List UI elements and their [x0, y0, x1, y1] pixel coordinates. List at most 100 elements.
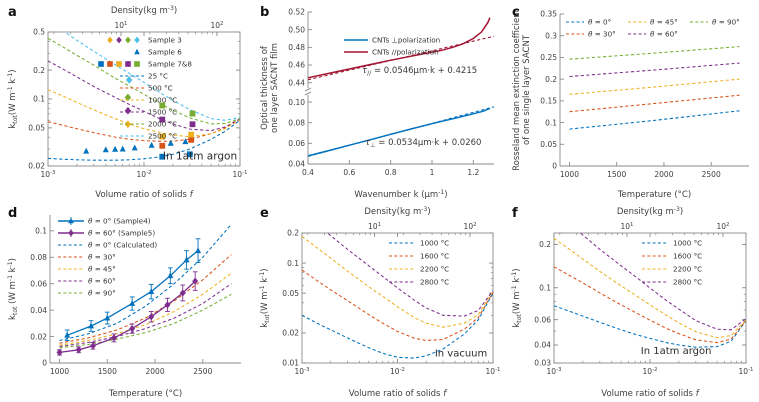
svg-text:0.04: 0.04 — [288, 160, 305, 169]
svg-text:θ = 60° (Sample5): θ = 60° (Sample5) — [88, 229, 155, 238]
svg-text:0.52: 0.52 — [288, 8, 305, 17]
svg-text:Volume ratio of solids f: Volume ratio of solids f — [95, 190, 194, 200]
panel-f-chart: 10-3 10-2 10-1 101 102 Density(kg m-3) 0.03 0.0… — [511, 206, 754, 399]
svg-text:101: 101 — [620, 222, 633, 231]
svg-text:1500: 1500 — [607, 170, 626, 179]
svg-text:0.25: 0.25 — [540, 53, 557, 62]
svg-text:0.06: 0.06 — [534, 315, 551, 324]
svg-text:Rosseland mean extinction coef: Rosseland mean extinction coefficient — [512, 8, 522, 170]
svg-text:ktot(W m-1 k-1): ktot(W m-1 k-1) — [259, 268, 271, 327]
svg-text:10-1: 10-1 — [739, 367, 754, 376]
svg-text:θ = 30°: θ = 30° — [588, 30, 616, 39]
svg-text:10-3: 10-3 — [547, 367, 562, 376]
svg-text:10-3: 10-3 — [41, 170, 56, 179]
svg-text:500 °C: 500 °C — [148, 84, 173, 93]
svg-text:Temperature (°C): Temperature (°C) — [617, 190, 691, 200]
panel-c: c 1000 1500 2000 2500 0 0.05 0.1 0.15 0.2 0.25 0.3… — [510, 2, 759, 201]
svg-text:10-2: 10-2 — [643, 367, 658, 376]
svg-text:0.2: 0.2 — [545, 75, 557, 84]
panel-f: f 10-3 10-2 10-1 101 102 Density(kg m-3) 0.03 0… — [510, 203, 759, 400]
svg-text:0.1: 0.1 — [287, 259, 299, 268]
svg-text:1600 °C: 1600 °C — [420, 252, 449, 261]
svg-text:10-1: 10-1 — [233, 170, 248, 179]
svg-text:0.2: 0.2 — [287, 229, 299, 238]
svg-text:2000: 2000 — [146, 367, 165, 376]
svg-text:θ = 0° (Sample4): θ = 0° (Sample4) — [88, 217, 151, 226]
svg-text:1: 1 — [430, 168, 435, 177]
panel-d: d 1000 1500 2000 2500 0 0.02 0.04 0.06 0.08 0.1 Te… — [6, 203, 253, 400]
svg-text:0.04: 0.04 — [30, 306, 47, 315]
svg-text:0.1: 0.1 — [545, 118, 557, 127]
svg-text:2500: 2500 — [193, 367, 212, 376]
svg-text:0.46: 0.46 — [288, 61, 305, 70]
svg-text:2800 °C: 2800 °C — [420, 278, 449, 287]
svg-text:102: 102 — [464, 222, 477, 231]
svg-text:1000 °C: 1000 °C — [420, 239, 449, 248]
svg-text:2000: 2000 — [654, 170, 673, 179]
svg-text:2500 °C: 2500 °C — [148, 132, 177, 141]
svg-text:In vacuum: In vacuum — [435, 349, 487, 360]
svg-text:0.03: 0.03 — [534, 359, 551, 368]
svg-text:2800 °C: 2800 °C — [673, 278, 702, 287]
svg-text:θ = 90°: θ = 90° — [88, 289, 116, 298]
panel-b: b 0.4 0.6 0.8 1 1.2 0.04 0.06 0.08 0.10 0.44 0.46 0… — [258, 2, 506, 201]
svg-text:0.5: 0.5 — [33, 28, 45, 37]
panel-a-letter: a — [8, 5, 17, 20]
svg-text:1000: 1000 — [50, 367, 69, 376]
svg-text:Density(kg m-3): Density(kg m-3) — [111, 5, 177, 16]
svg-text:0.3: 0.3 — [545, 31, 557, 40]
svg-text:0.02: 0.02 — [28, 162, 45, 171]
panel-b-letter: b — [260, 5, 270, 20]
svg-text:0.6: 0.6 — [343, 168, 355, 177]
svg-text:θ = 30°: θ = 30° — [88, 253, 116, 262]
svg-text:θ = 45°: θ = 45° — [88, 265, 116, 274]
svg-text:Sample 6: Sample 6 — [148, 48, 182, 57]
svg-text:0.1: 0.1 — [539, 283, 551, 292]
panel-f-letter: f — [512, 206, 518, 221]
svg-text:0.02: 0.02 — [30, 332, 47, 341]
svg-text:ktot (W m-1 k-1): ktot (W m-1 k-1) — [7, 258, 19, 320]
svg-text:1500: 1500 — [98, 367, 117, 376]
panel-a: a 10-3 10-2 10-1 101 102 Density(kg m-3) 0.02 0… — [6, 2, 253, 201]
svg-text:Density(kg m-3): Density(kg m-3) — [617, 206, 683, 217]
svg-text:τ// = 0.0546μm·k + 0.4215: τ// = 0.0546μm·k + 0.4215 — [362, 66, 477, 77]
svg-text:0.35: 0.35 — [540, 10, 557, 19]
svg-text:1.2: 1.2 — [467, 168, 479, 177]
svg-text:101: 101 — [368, 222, 381, 231]
svg-text:θ = 60°: θ = 60° — [88, 277, 116, 286]
svg-text:2500: 2500 — [702, 170, 721, 179]
panel-a-chart: 10-3 10-2 10-1 101 102 Density(kg m-3) 0.02 0.0… — [7, 5, 248, 200]
svg-text:0: 0 — [42, 359, 47, 368]
svg-text:0.2: 0.2 — [33, 66, 45, 75]
svg-text:In 1atm argon: In 1atm argon — [641, 346, 712, 357]
svg-text:0.08: 0.08 — [288, 118, 305, 127]
svg-text:one layer SACNT film: one layer SACNT film — [270, 43, 280, 133]
svg-text:0: 0 — [552, 162, 557, 171]
svg-text:2200 °C: 2200 °C — [420, 265, 449, 274]
svg-text:0.50: 0.50 — [288, 25, 305, 34]
svg-text:Density(kg m-3): Density(kg m-3) — [364, 206, 430, 217]
svg-text:Sample 7&8: Sample 7&8 — [148, 60, 192, 69]
svg-text:0.05: 0.05 — [540, 140, 557, 149]
panel-c-chart: 1000 1500 2000 2500 0 0.05 0.1 0.15 0.2 0.25 0.3 0.… — [512, 8, 749, 200]
svg-text:10-2: 10-2 — [390, 367, 405, 376]
svg-text:0.10: 0.10 — [288, 98, 305, 107]
svg-text:0.01: 0.01 — [282, 359, 299, 368]
svg-text:Volume ratio of solids f: Volume ratio of solids f — [349, 389, 448, 399]
svg-text:0.06: 0.06 — [288, 139, 305, 148]
svg-text:1600 °C: 1600 °C — [673, 252, 702, 261]
svg-text:102: 102 — [716, 222, 729, 231]
svg-text:0.44: 0.44 — [288, 78, 305, 87]
svg-text:0.1: 0.1 — [35, 227, 47, 236]
svg-text:CNTs ⊥polarization: CNTs ⊥polarization — [372, 36, 440, 45]
panel-d-chart: 1000 1500 2000 2500 0 0.02 0.04 0.06 0.08 0.1 Temp… — [7, 215, 241, 399]
svg-text:0.08: 0.08 — [30, 253, 47, 262]
svg-text:10-2: 10-2 — [137, 170, 152, 179]
svg-text:101: 101 — [114, 21, 127, 30]
panel-e-letter: e — [260, 206, 269, 221]
svg-text:CNTs //polarization: CNTs //polarization — [372, 48, 439, 57]
svg-text:θ = 0°: θ = 0° — [588, 18, 611, 27]
svg-text:Optical thickness of: Optical thickness of — [260, 45, 270, 130]
svg-text:102: 102 — [210, 21, 223, 30]
